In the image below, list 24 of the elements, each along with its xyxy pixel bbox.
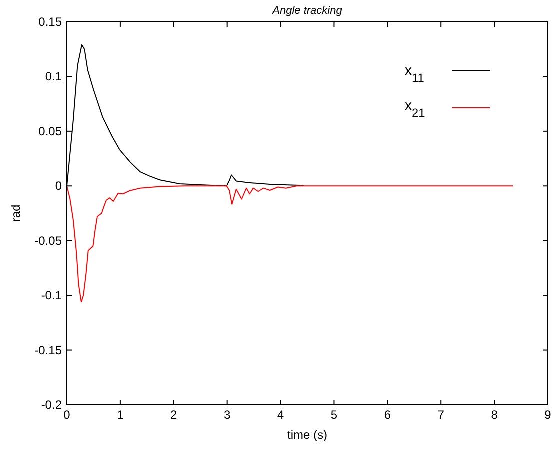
y-tick-label: 0.1 [45,70,62,84]
x-tick-label: 6 [384,408,392,422]
y-tick-label: 0.15 [38,15,62,29]
y-axis-title: rad [9,204,23,222]
y-tick-label: -0.2 [41,398,62,412]
legend-label: x$_{21}$ [405,97,426,120]
y-tick-label: 0.05 [38,124,62,138]
x-tick-label: 0 [64,408,71,422]
legend-label: x$_{11}$ [405,62,425,85]
y-tick-label: 0 [55,179,62,194]
line-series [66,186,514,303]
x-tick-label: 3 [224,408,231,422]
x-tick-label: 1 [117,408,124,422]
x-tick-label: 5 [330,408,338,422]
y-tick-label: -0.15 [34,343,62,358]
y-tick-label: -0.05 [34,234,62,248]
x-tick-label: 9 [544,408,552,422]
x-tick-label: 2 [170,408,178,422]
x-tick-label: 4 [277,408,284,422]
x-axis-title: time (s) [288,428,328,442]
y-tick-label: -0.1 [41,288,62,303]
chart-title: Angle tracking [272,5,344,17]
x-tick-label: 8 [491,408,498,422]
x-tick-label: 7 [438,408,445,422]
